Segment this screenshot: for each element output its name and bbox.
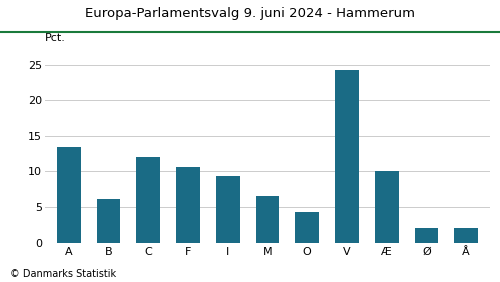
Bar [414, 228, 438, 243]
Text: Pct.: Pct. [45, 33, 66, 43]
Bar [96, 199, 120, 243]
Bar [375, 171, 398, 243]
Text: Europa-Parlamentsvalg 9. juni 2024 - Hammerum: Europa-Parlamentsvalg 9. juni 2024 - Ham… [85, 7, 415, 20]
Bar [216, 176, 240, 243]
Text: © Danmarks Statistik: © Danmarks Statistik [10, 269, 116, 279]
Bar [296, 212, 319, 243]
Bar [256, 196, 280, 243]
Bar [57, 147, 81, 243]
Bar [176, 167, 200, 243]
Bar [136, 157, 160, 243]
Bar [335, 70, 359, 243]
Bar [454, 228, 478, 243]
